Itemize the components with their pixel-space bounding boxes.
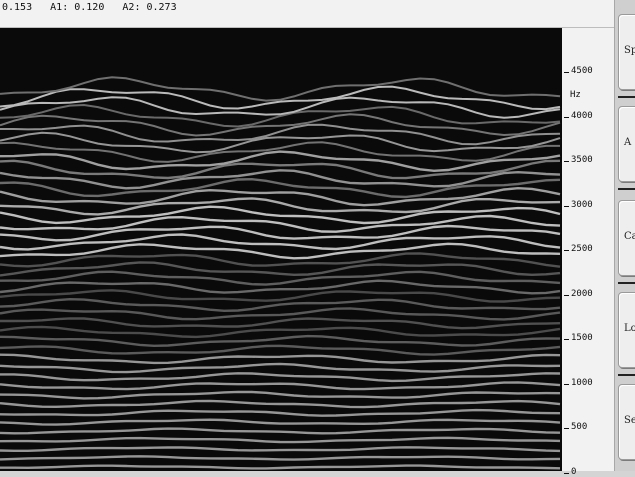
- harmonic-band: [0, 261, 561, 277]
- harmonic-band: [0, 270, 561, 286]
- harmonic-band: [0, 455, 561, 461]
- harmonic-band: [0, 131, 561, 154]
- settings-button[interactable]: Se: [618, 384, 635, 460]
- button-separator: [618, 374, 635, 376]
- harmonic-band: [0, 362, 561, 374]
- harmonic-band: [0, 279, 561, 295]
- harmonic-band: [0, 224, 561, 242]
- harmonic-band: [0, 446, 561, 453]
- harmonic-band: [0, 177, 561, 199]
- spectrum-button-label: Sp: [624, 45, 635, 56]
- harmonic-band: [0, 214, 561, 233]
- axis-tick: [564, 383, 569, 385]
- harmonic-band: [0, 205, 561, 225]
- harmonic-band: [0, 123, 561, 146]
- axis-tick-label: 1000: [571, 377, 593, 388]
- axis-tick: [564, 161, 569, 162]
- axis-tick-label: 500: [571, 422, 588, 432]
- harmonic-band: [0, 408, 561, 417]
- axis-tick-label: 4000: [571, 110, 593, 121]
- status-bar: 0.153 A1: 0.120 A2: 0.273: [0, 0, 620, 28]
- harmonic-band: [0, 233, 561, 251]
- a-button[interactable]: A: [618, 106, 635, 182]
- harmonic-band: [0, 427, 561, 435]
- harmonic-band: [0, 141, 560, 163]
- button-separator: [618, 96, 635, 98]
- harmonic-band: [0, 197, 561, 216]
- harmonic-band: [0, 85, 561, 111]
- spectrogram-image: [0, 76, 561, 470]
- axis-tick-label: 1500: [571, 333, 593, 343]
- axis-tick: [564, 339, 569, 340]
- spectrum-button[interactable]: Sp: [618, 14, 635, 90]
- harmonic-band: [0, 381, 561, 391]
- axis-tick: [564, 116, 569, 118]
- harmonic-band: [0, 317, 561, 330]
- axis-tick-label: 3500: [571, 155, 593, 165]
- harmonic-band: [0, 252, 561, 268]
- harmonic-band: [0, 464, 561, 470]
- harmonic-band: [0, 353, 561, 365]
- harmonic-band: [0, 307, 561, 321]
- axis-tick: [564, 428, 569, 429]
- harmonic-band: [0, 372, 561, 383]
- calibrate-button-label: Ca: [624, 231, 635, 242]
- button-separator: [618, 188, 635, 190]
- harmonic-band: [0, 344, 561, 356]
- harmonic-band: [0, 390, 561, 400]
- harmonic-band: [0, 76, 561, 102]
- harmonic-band: [0, 297, 561, 313]
- axis-tick-label: 3000: [571, 199, 593, 210]
- harmonic-band: [0, 150, 561, 173]
- axis-tick: [564, 205, 569, 207]
- axis-tick-label: 2500: [571, 244, 593, 254]
- calibrate-button[interactable]: Ca: [618, 200, 635, 276]
- harmonic-band: [0, 96, 561, 119]
- axis-tick: [564, 250, 569, 251]
- frequency-axis: Hz 4500 4000 3500 3000 2500 2000 1500 1000 500 0: [562, 28, 614, 477]
- axis-unit-label: Hz: [570, 90, 581, 100]
- cursor-readout: 0.153 A1: 0.120 A2: 0.273: [2, 2, 177, 13]
- settings-button-label: Se: [624, 415, 635, 426]
- axis-tick-label: 2000: [571, 288, 593, 299]
- harmonic-band: [0, 242, 561, 260]
- harmonic-band: [0, 169, 561, 190]
- log-button[interactable]: Log: [618, 292, 635, 368]
- button-separator: [618, 282, 635, 284]
- harmonic-band: [0, 325, 561, 339]
- harmonic-band: [0, 159, 561, 180]
- axis-tick: [564, 72, 569, 73]
- harmonic-bands: [0, 76, 561, 470]
- harmonic-band: [0, 334, 561, 348]
- spectrogram-view[interactable]: [0, 28, 562, 471]
- harmonic-band: [0, 436, 561, 444]
- log-button-label: Log: [624, 323, 635, 334]
- axis-tick-label: 0: [571, 466, 577, 477]
- harmonic-band: [0, 289, 561, 303]
- side-button-panel: Sp A Ca Log Se: [614, 0, 635, 471]
- harmonic-band: [0, 399, 561, 409]
- harmonic-band: [0, 103, 561, 128]
- axis-tick: [564, 472, 569, 474]
- axis-tick-label: 4500: [571, 66, 593, 76]
- harmonic-band: [0, 186, 561, 207]
- axis-tick: [564, 294, 569, 296]
- harmonic-band: [0, 418, 561, 426]
- harmonic-band: [0, 113, 561, 137]
- a-button-label: A: [624, 137, 632, 148]
